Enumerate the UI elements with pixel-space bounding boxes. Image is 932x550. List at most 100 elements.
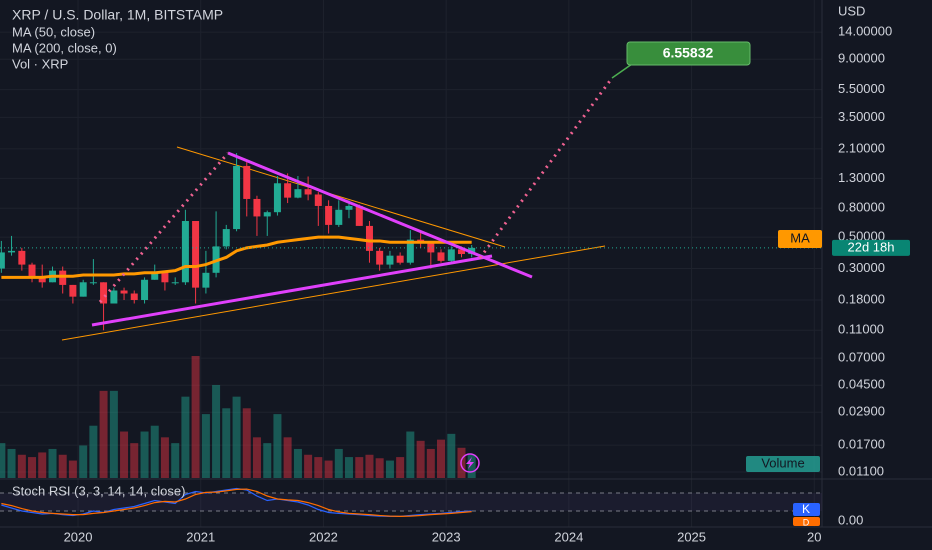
stoch-band [0, 493, 822, 511]
volume-bar [99, 390, 108, 478]
y-tick-label: 9.00000 [838, 51, 885, 66]
x-tick-label: 20 [807, 529, 821, 544]
y-tick-label: 2.10000 [838, 140, 885, 155]
volume-bar [58, 454, 67, 478]
volume-bar [150, 425, 159, 478]
candle-body [396, 255, 404, 263]
volume-bar [38, 452, 47, 478]
volume-badge [746, 456, 820, 472]
candle-body [69, 284, 77, 297]
volume-bar [68, 460, 77, 478]
volume-bar [263, 443, 272, 478]
volume-bar [171, 443, 180, 478]
candle-body [141, 279, 149, 300]
triangle-lower [91, 254, 493, 327]
volume-bar [212, 385, 221, 478]
volume-bar [120, 431, 129, 478]
d-badge-label: D [803, 517, 810, 527]
volume-bar [181, 396, 190, 478]
x-tick-label: 2023 [432, 529, 461, 544]
stoch-title: Stoch RSI (3, 3, 14, 14, close) [12, 483, 185, 498]
volume-bar [396, 457, 405, 478]
x-tick-label: 2021 [186, 529, 215, 544]
volume-bar [0, 443, 6, 478]
candle-body [365, 225, 373, 251]
volume-bar [28, 457, 37, 478]
candle-body [181, 220, 189, 283]
alert-icon[interactable] [460, 453, 480, 473]
candle-body [457, 249, 465, 255]
y-tick-label: 0.30000 [838, 260, 885, 275]
candle-body [386, 255, 394, 265]
volume-bar [130, 443, 139, 478]
volume-bar [273, 414, 282, 478]
candle-body [263, 212, 271, 217]
volume-bar [304, 454, 313, 478]
volume-bar [191, 356, 200, 478]
candle-body [355, 205, 363, 226]
k-badge-label: K [802, 502, 810, 516]
candle-body [171, 282, 179, 284]
volume-bar [314, 457, 323, 478]
countdown-label: 22d 18h [848, 239, 895, 254]
grid [0, 0, 822, 527]
volume-bars [0, 356, 476, 478]
volume-bar [365, 454, 374, 478]
y-tick-label: 0.02900 [838, 404, 885, 419]
volume-bar [416, 440, 425, 478]
stoch-line [1, 488, 472, 518]
candle-body [406, 239, 414, 263]
x-tick-label: 2020 [64, 529, 93, 544]
volume-bar [334, 448, 343, 478]
callout-leader [611, 63, 633, 79]
candle-body [202, 272, 210, 288]
volume-bar [437, 439, 446, 478]
candle-body [427, 242, 435, 253]
candle-body [335, 209, 343, 225]
volume-bar [252, 437, 261, 478]
volume-bar [406, 431, 415, 478]
candle-body [345, 205, 353, 210]
candle-body [79, 282, 87, 297]
volume-bar [447, 433, 456, 478]
y-tick-label: 3.50000 [838, 109, 885, 124]
candle-body [130, 293, 138, 300]
candle-body [294, 189, 302, 198]
volume-bar [109, 390, 118, 478]
candle-body [284, 183, 292, 198]
candle-body [151, 272, 159, 280]
x-tick-label: 2025 [677, 529, 706, 544]
candle-body [120, 290, 128, 294]
candle-body [325, 205, 333, 225]
y-tick-label: 1.30000 [838, 170, 885, 185]
volume-bar [242, 408, 251, 478]
ma-badge-label: MA [790, 230, 810, 245]
y-tick-label: 0.18000 [838, 291, 885, 306]
pattern-drawings: 6.55832 [91, 41, 751, 473]
volume-bar [17, 454, 26, 478]
ma-line [0, 235, 822, 279]
volume-bar [140, 431, 149, 478]
currency-label: USD [838, 3, 865, 18]
countdown-badge [832, 239, 910, 256]
candle-body [437, 252, 445, 261]
axes: 14.00000 9.00000 5.50000 3.50000 2.10000 1.30… [64, 24, 910, 544]
candle-body [18, 250, 26, 265]
volume-bar [344, 457, 353, 478]
d-badge [793, 517, 820, 526]
projection-line [98, 152, 230, 303]
ma-line [1, 235, 472, 279]
volume-bar [89, 425, 98, 478]
candle-body [100, 282, 108, 304]
drawings [61, 146, 606, 341]
volume-bar [48, 448, 57, 478]
candle-body [243, 165, 251, 199]
k-badge [793, 503, 820, 516]
y-tick-label: 0.80000 [838, 200, 885, 215]
volume-bar [7, 448, 16, 478]
candle-body [304, 189, 312, 195]
volume-bar [467, 454, 476, 478]
volume-badge-label: Volume [761, 455, 804, 470]
volume-bar [201, 414, 210, 478]
callout-text: 6.55832 [663, 45, 714, 61]
